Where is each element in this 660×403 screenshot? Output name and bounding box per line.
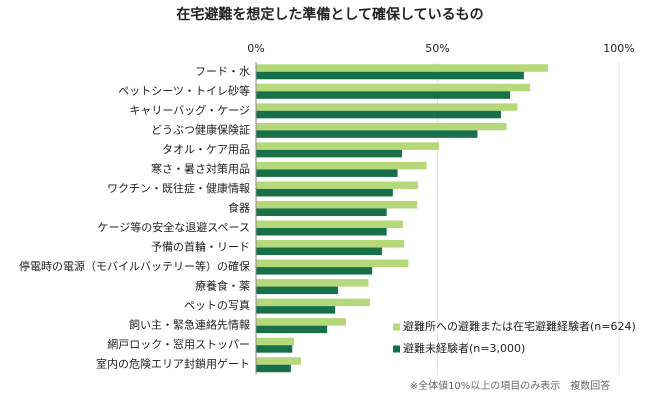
y-tick-label: 停電時の電源（モバイルバッテリー等）の確保 (19, 259, 250, 273)
bar (256, 83, 531, 92)
legend-swatch (393, 345, 400, 353)
bar (256, 286, 339, 295)
y-tick-label: 室内の危険エリア封鎖用ゲート (96, 357, 250, 371)
y-tick-label: ワクチン・既往症・健康情報 (107, 181, 250, 195)
y-tick-label: ペットシーツ・トイレ砂等 (118, 83, 250, 97)
bar (256, 240, 405, 248)
note: ※全体値10%以上の項目のみ表示 複数回答 (410, 379, 611, 392)
bar (256, 188, 393, 197)
bar (256, 220, 404, 229)
legend-label: 避難未経験者(n=3,000) (403, 341, 525, 355)
x-tick-label: 100% (603, 42, 634, 55)
bar (256, 169, 398, 177)
bar (256, 149, 402, 158)
y-tick-label: 療養食・薬 (195, 279, 250, 293)
bar (256, 259, 409, 268)
bar (256, 64, 548, 72)
bar (256, 161, 427, 170)
bar (256, 122, 507, 131)
bar (256, 103, 518, 111)
y-tick-label: 予備の首輪・リード (151, 240, 250, 254)
bar (256, 306, 336, 314)
legend-label: 避難所への避難または在宅避難経験者(n=624) (403, 319, 636, 333)
bar (256, 318, 347, 326)
bar (256, 142, 439, 150)
bar (256, 208, 387, 216)
y-tick-label: 食器 (228, 200, 250, 214)
bar (256, 267, 373, 275)
y-tick-label: フード・水 (195, 65, 250, 78)
bar (256, 110, 502, 119)
bar (256, 364, 291, 373)
x-tick-label: 50% (425, 42, 449, 55)
chart-title: 在宅避難を想定した準備として確保しているもの (176, 6, 483, 23)
bar (256, 228, 387, 236)
y-tick-label: 寒さ・暑さ対策用品 (151, 161, 250, 175)
bar (256, 279, 369, 287)
bar (256, 71, 524, 80)
bar (256, 298, 370, 307)
bar (256, 130, 478, 138)
y-tick-label: 網戸ロック・窓用ストッパー (107, 337, 250, 351)
bar (256, 181, 418, 189)
bar (256, 337, 295, 346)
y-tick-label: ケージ等の安全な退避スペース (98, 220, 250, 234)
bar (256, 345, 293, 353)
y-tick-label: キャリーバッグ・ケージ (129, 103, 250, 117)
bar (256, 247, 382, 256)
y-tick-label: ペットの写真 (184, 298, 250, 312)
y-tick-label: どうぶつ健康保険証 (151, 122, 250, 136)
bar (256, 200, 418, 209)
bar (256, 91, 511, 99)
legend-swatch (393, 323, 400, 331)
y-tick-label: タオル・ケア用品 (162, 143, 250, 156)
bar (256, 357, 302, 365)
y-tick-label: 飼い主・緊急連絡先情報 (129, 318, 250, 332)
bar (256, 325, 328, 334)
x-tick-label: 0% (247, 42, 264, 55)
